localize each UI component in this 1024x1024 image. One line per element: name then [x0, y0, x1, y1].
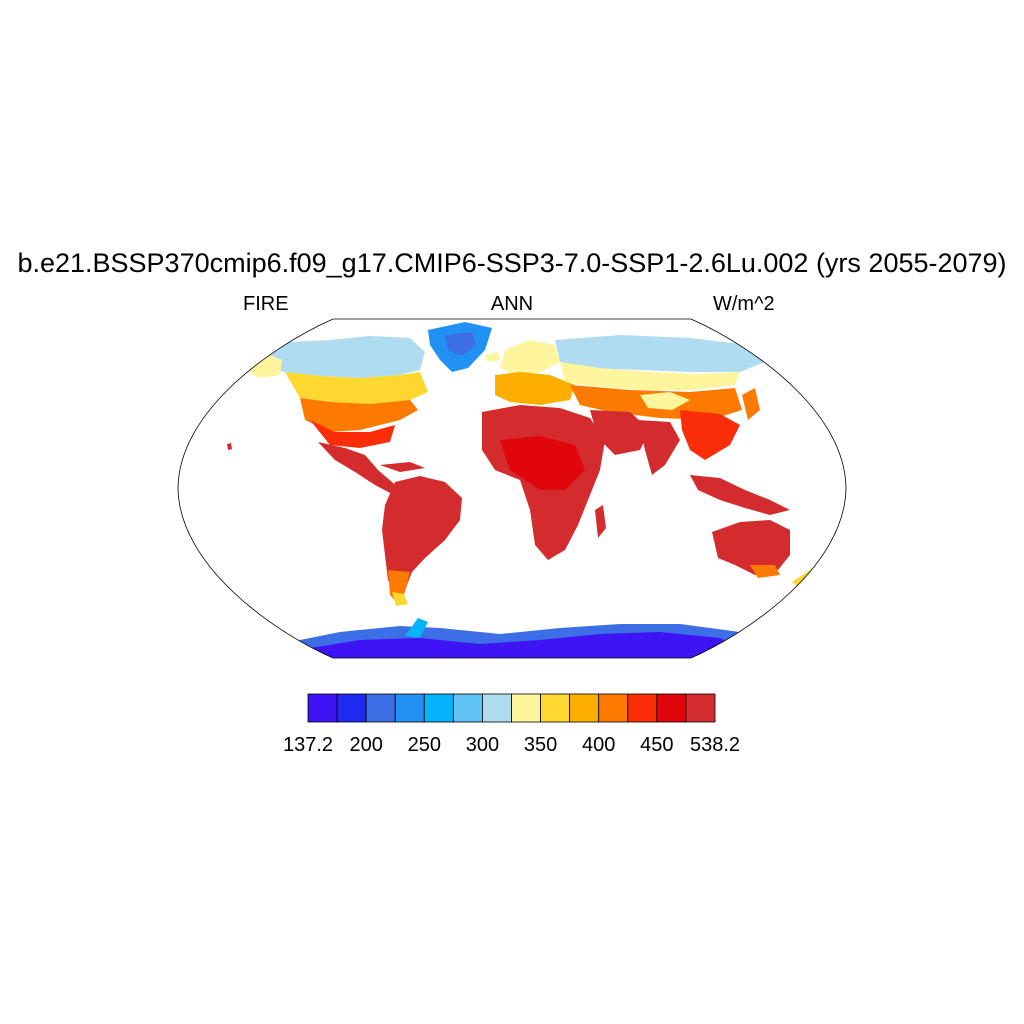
tibet	[640, 392, 690, 410]
colorbar-swatch	[540, 693, 571, 723]
north-america-south	[300, 398, 418, 432]
colorbar-swatch	[336, 693, 367, 723]
colorbar-tick-label: 400	[582, 734, 615, 756]
patagonia	[392, 592, 408, 606]
colorbar-swatch	[511, 693, 541, 723]
middle-east	[590, 410, 650, 455]
north-america-north	[262, 336, 425, 378]
mexico	[318, 442, 400, 494]
antarctica	[290, 632, 760, 658]
variable-label: FIRE	[243, 293, 289, 315]
europe-north	[500, 340, 560, 375]
africa-central	[500, 436, 585, 490]
alaska	[240, 352, 282, 378]
season-label: ANN	[490, 293, 534, 315]
madagascar	[595, 505, 606, 538]
colorbar-swatch	[365, 693, 396, 723]
east-asia	[680, 410, 740, 460]
japan	[742, 388, 760, 420]
colorbar-tick-label: 200	[349, 734, 382, 756]
australia-south	[750, 565, 780, 578]
colorbar-tick-label: 350	[524, 734, 557, 756]
plot-title: b.e21.BSSP370cmip6.f09_g17.CMIP6-SSP3-7.…	[17, 248, 1007, 278]
colorbar-tick-label: 450	[640, 734, 673, 756]
colorbar-swatch	[656, 693, 687, 723]
colorbar-swatch	[482, 693, 512, 723]
siberia	[555, 335, 770, 372]
usa-south	[310, 420, 395, 448]
colorbar-tick-label: 250	[408, 734, 441, 756]
colorbar-swatch	[423, 693, 454, 723]
colorbar-tick-label: 137.2	[283, 734, 333, 756]
colorbar-swatch	[685, 693, 716, 723]
colorbar-tick-label: 538.2	[690, 734, 740, 756]
greenland-core	[445, 332, 476, 356]
australia	[712, 520, 790, 575]
hawaii	[227, 443, 232, 450]
colorbar-tick-label: 300	[466, 734, 499, 756]
india	[638, 420, 680, 475]
caribbean	[380, 462, 425, 472]
colorbar-swatch	[307, 693, 338, 723]
colorbar-swatch	[394, 693, 425, 723]
antarctica-peninsula	[405, 618, 428, 638]
iceland	[485, 352, 500, 362]
central-asia-north	[560, 362, 740, 390]
colorbar-swatch	[569, 693, 600, 723]
europe	[495, 372, 575, 405]
map-outline	[177, 318, 847, 659]
units-label: W/m^2	[713, 293, 775, 315]
colorbar-swatch	[452, 693, 483, 723]
south-america	[382, 476, 462, 600]
north-america-mid	[285, 372, 428, 404]
indonesia	[690, 475, 790, 515]
colorbar-swatch	[598, 693, 629, 723]
colorbar-swatch	[627, 693, 658, 723]
